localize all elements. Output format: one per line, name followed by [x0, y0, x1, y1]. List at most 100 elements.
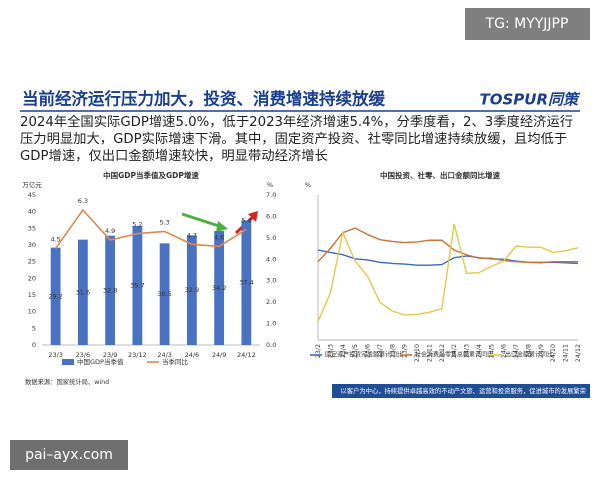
line	[317, 223, 579, 322]
y-tick-label: 10	[28, 308, 36, 316]
bar-value-label: 34.2	[212, 284, 226, 292]
slide-title: 当前经济运行压力加大，投资、消费增速持续放缓	[22, 89, 386, 109]
x-tick-label: 24/7	[513, 344, 520, 358]
y-tick-label: 0	[32, 341, 36, 349]
bar	[132, 226, 143, 345]
y-tick-label: 40	[28, 208, 36, 216]
legend-label: 出口金额累计同比	[505, 351, 553, 359]
y2-tick-label: 7.0	[266, 191, 276, 199]
y2-axis-label: %	[267, 181, 273, 189]
line-value-label: 5.3	[159, 218, 169, 226]
x-tick-label: 23/8	[389, 344, 396, 358]
x-tick-label: 23/3	[327, 344, 334, 358]
bar-value-label: 35.7	[130, 282, 144, 290]
x-tick-label: 24/12	[237, 351, 256, 359]
line-value-label: 5.4	[241, 216, 251, 224]
line-value-label: 4.5	[50, 236, 60, 244]
bar-value-label: 37.4	[239, 279, 253, 287]
x-tick-label: 24/5	[488, 344, 495, 358]
bar-value-label: 32.9	[185, 286, 199, 294]
bar	[159, 243, 170, 345]
legend-label: 固定资产投资完成额累计同比	[325, 351, 403, 359]
bar	[77, 239, 88, 345]
line-value-label: 6.3	[78, 197, 88, 205]
x-tick-label: 23/7	[377, 344, 384, 358]
bar	[214, 231, 225, 345]
x-tick-label: 23/4	[340, 344, 347, 358]
x-tick-label: 23/2	[315, 344, 322, 358]
y-tick-label: 5	[32, 324, 36, 332]
y2-tick-label: 6.0	[266, 212, 276, 220]
x-tick-label: 23/10	[414, 344, 421, 362]
bar	[105, 235, 116, 345]
bar-value-label: 30.5	[157, 290, 171, 298]
trend-arrow-head	[216, 221, 228, 232]
x-tick-label: 24/9	[538, 344, 545, 358]
bar-value-label: 32.8	[103, 286, 117, 294]
bar-value-label: 29.2	[48, 292, 62, 300]
x-tick-label: 24/3	[157, 351, 172, 359]
x-tick-label: 24/3	[464, 344, 471, 358]
logo: TOSPUR同策	[479, 91, 581, 109]
source-note: 数据来源：国家统计局、wind	[25, 377, 109, 386]
x-tick-label: 24/12	[575, 344, 582, 362]
line-value-label: 4.7	[187, 231, 197, 239]
line-value-label: 4.9	[105, 227, 115, 235]
body-text: 2024年全国实际GDP增速5.0%，低于2023年经济增速5.4%，分季度看，…	[20, 115, 574, 164]
x-tick-label: 23/12	[439, 344, 446, 362]
legend-label: 当季同比	[162, 357, 189, 366]
x-tick-label: 24/6	[185, 351, 200, 359]
y-tick-label: 15	[28, 291, 36, 299]
y-axis-label: %	[305, 181, 311, 189]
watermark-box	[10, 440, 128, 470]
legend-label: 中国GDP当季值	[77, 357, 124, 366]
y-tick-label: 25	[28, 258, 36, 266]
y2-tick-label: 1.0	[266, 320, 276, 328]
line-value-label: 5.2	[132, 221, 142, 229]
x-tick-label: 24/9	[212, 351, 227, 359]
bar-value-label: 31.6	[76, 288, 90, 296]
x-tick-label: 23/9	[103, 351, 118, 359]
watermark: TG: MYYJJPP	[485, 16, 569, 32]
footer-text: 以客户为中心，持续提供卓越高效的不动产文旅、运营和投资服务，促进城市的发展繁荣	[340, 386, 586, 395]
watermark: pai–ayx.com	[25, 447, 113, 463]
trend-arrow	[181, 212, 223, 229]
x-tick-label: 23/6	[76, 351, 91, 359]
y-tick-label: 45	[28, 191, 36, 199]
y-tick-label: 30	[28, 241, 36, 249]
y-axis-label: 万亿元	[22, 180, 42, 189]
y2-tick-label: 3.0	[266, 277, 276, 285]
trend-arrow-head	[248, 211, 258, 222]
x-tick-label: 24/11	[563, 344, 570, 362]
x-tick-label: 23/3	[48, 351, 63, 359]
chart-title: 中国投资、社零、出口金额同比增速	[380, 170, 500, 180]
watermark-box	[465, 8, 590, 40]
x-tick-label: 24/8	[525, 344, 532, 358]
line	[54, 208, 247, 250]
y2-tick-label: 5.0	[266, 234, 276, 242]
x-tick-label: 24/10	[550, 344, 557, 362]
bar	[50, 247, 61, 345]
footer-bar	[332, 384, 590, 398]
bar	[186, 235, 197, 345]
x-tick-label: 23/5	[352, 344, 359, 358]
bar	[241, 220, 252, 345]
x-tick-label: 23/9	[402, 344, 409, 358]
y2-tick-label: 2.0	[266, 298, 276, 306]
x-tick-label: 24/6	[501, 344, 508, 358]
legend-swatch	[62, 359, 74, 365]
x-tick-label: 23/6	[365, 344, 372, 358]
y2-tick-label: 0.0	[266, 341, 276, 349]
chart-title: 中国GDP当季值及GDP增速	[103, 170, 199, 180]
legend-label: 社会消费品零售总额累计同比	[415, 351, 493, 359]
x-tick-label: 24/2	[451, 344, 458, 358]
x-tick-label: 24/4	[476, 344, 483, 358]
x-tick-label: 23/12	[128, 351, 147, 359]
x-tick-label: 23/11	[426, 344, 433, 362]
y2-tick-label: 4.0	[266, 255, 276, 263]
line	[317, 227, 578, 264]
y-tick-label: 20	[28, 274, 36, 282]
y-tick-label: 35	[28, 224, 36, 232]
